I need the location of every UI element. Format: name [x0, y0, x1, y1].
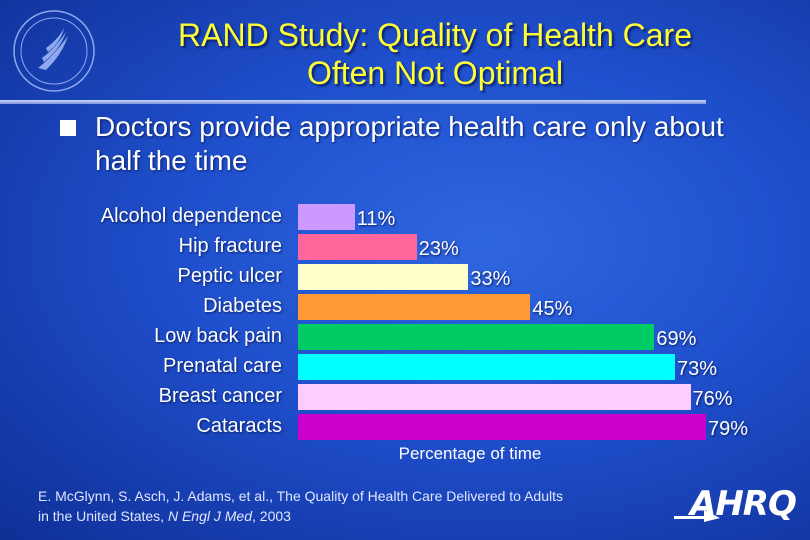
citation-line-2-suffix: , 2003 — [252, 508, 291, 524]
bar — [298, 354, 675, 380]
bar — [298, 204, 355, 230]
value-label: 73% — [677, 358, 718, 380]
value-label: 23% — [418, 238, 459, 260]
slide-title: RAND Study: Quality of Health Care Often… — [110, 16, 760, 92]
ahrq-logo-text: AHRQ — [690, 484, 797, 524]
bar — [298, 414, 706, 440]
bar — [298, 234, 417, 260]
category-label: Cataracts — [196, 415, 282, 437]
category-label: Diabetes — [203, 295, 282, 317]
bullet-text: Doctors provide appropriate health care … — [95, 111, 724, 176]
category-label: Low back pain — [154, 325, 282, 347]
bar — [298, 324, 655, 350]
bullet-square-icon — [60, 120, 76, 136]
hhs-eagle-seal-icon — [13, 10, 95, 92]
citation-line-2: in the United States, N Engl J Med, 2003 — [38, 506, 678, 526]
value-label: 33% — [470, 268, 511, 290]
category-label: Prenatal care — [163, 355, 282, 377]
title-divider — [0, 100, 706, 104]
citation-line-1: E. McGlynn, S. Asch, J. Adams, et al., T… — [38, 488, 563, 504]
ahrq-arrow-icon — [674, 510, 720, 522]
title-line-2: Often Not Optimal — [306, 55, 564, 91]
ahrq-logo: AHRQ — [672, 482, 797, 526]
citation: E. McGlynn, S. Asch, J. Adams, et al., T… — [38, 486, 678, 526]
value-label: 76% — [692, 388, 733, 410]
bar — [298, 384, 691, 410]
category-label: Breast cancer — [158, 385, 282, 407]
citation-line-2-prefix: in the United States, — [38, 508, 168, 524]
bar — [298, 264, 469, 290]
value-label: 69% — [656, 328, 697, 350]
value-label: 11% — [356, 208, 396, 230]
category-label: Peptic ulcer — [177, 265, 283, 287]
category-label: Alcohol dependence — [100, 205, 282, 227]
value-label: 45% — [532, 298, 573, 320]
value-label: 79% — [708, 418, 749, 440]
bar — [298, 294, 531, 320]
citation-journal: N Engl J Med — [167, 508, 253, 524]
x-axis-label: Percentage of time — [398, 444, 542, 463]
category-label: Hip fracture — [178, 235, 282, 257]
title-line-1: RAND Study: Quality of Health Care — [178, 17, 692, 53]
